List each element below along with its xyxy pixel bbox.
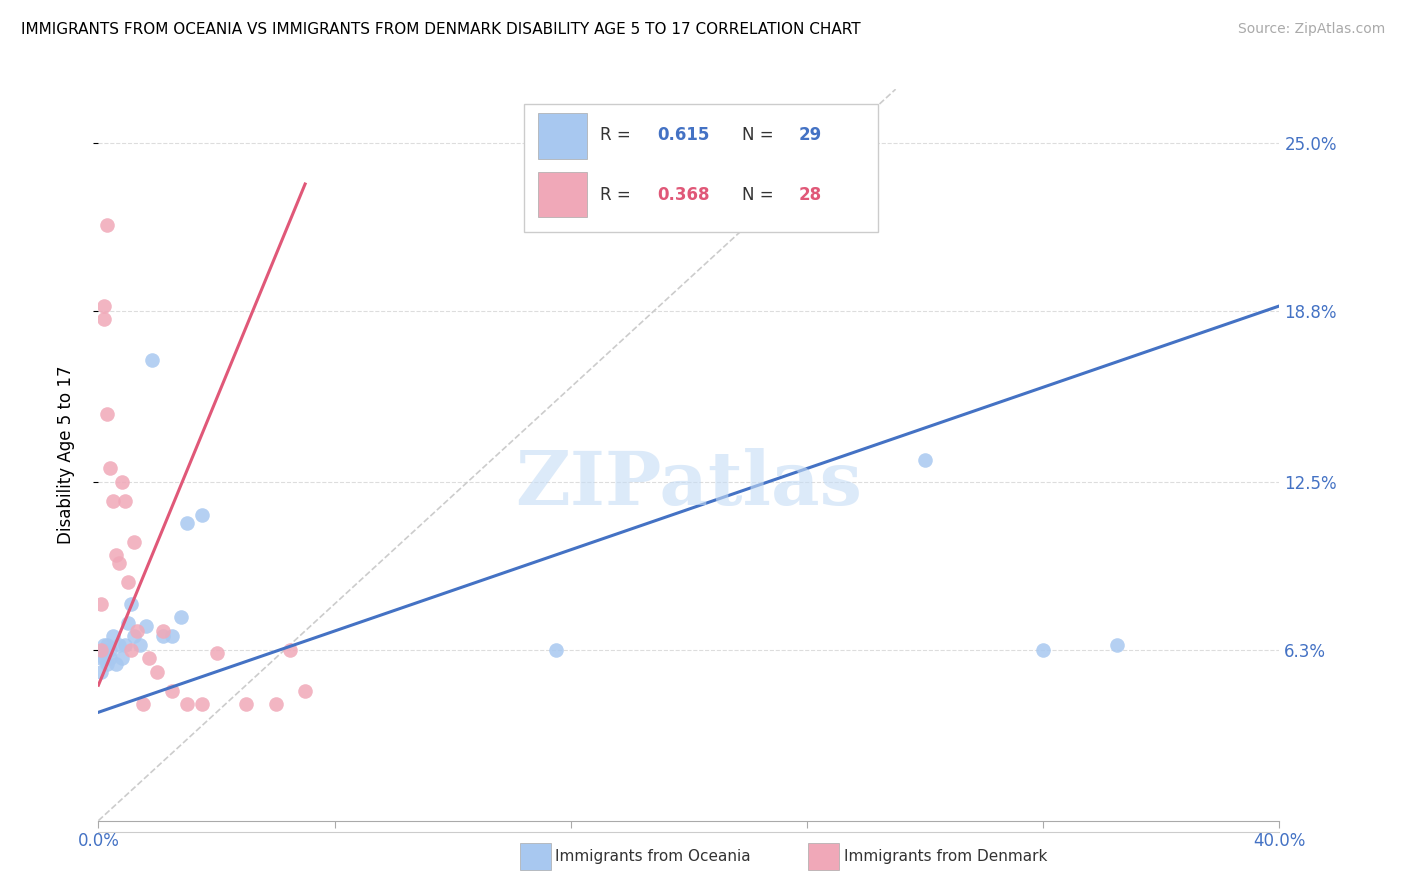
Point: [98, 461, 121, 475]
Point: [914, 453, 936, 467]
Text: 0.368: 0.368: [657, 186, 710, 204]
Point: [96, 218, 118, 232]
Text: N =: N =: [742, 126, 779, 144]
Point: [117, 575, 139, 590]
Point: [105, 548, 128, 562]
Point: [108, 556, 131, 570]
Point: [93, 651, 115, 665]
Point: [120, 643, 142, 657]
Text: Source: ZipAtlas.com: Source: ZipAtlas.com: [1237, 22, 1385, 37]
Point: [114, 494, 136, 508]
Text: Immigrants from Denmark: Immigrants from Denmark: [844, 849, 1047, 863]
Point: [111, 651, 134, 665]
Point: [96, 657, 118, 671]
Point: [138, 651, 160, 665]
Point: [93, 638, 115, 652]
Point: [122, 629, 145, 643]
Point: [264, 697, 287, 711]
Point: [103, 629, 125, 643]
Text: R =: R =: [600, 126, 637, 144]
Point: [122, 534, 145, 549]
Point: [90, 651, 112, 665]
Point: [294, 683, 316, 698]
Point: [162, 629, 183, 643]
Text: IMMIGRANTS FROM OCEANIA VS IMMIGRANTS FROM DENMARK DISABILITY AGE 5 TO 17 CORREL: IMMIGRANTS FROM OCEANIA VS IMMIGRANTS FR…: [21, 22, 860, 37]
Point: [1105, 638, 1128, 652]
Point: [152, 629, 174, 643]
Point: [205, 646, 228, 660]
Point: [103, 494, 125, 508]
Point: [546, 643, 568, 657]
Point: [114, 638, 136, 652]
Point: [146, 665, 169, 679]
FancyBboxPatch shape: [523, 103, 877, 232]
Point: [90, 597, 112, 611]
Point: [132, 697, 155, 711]
Point: [135, 618, 157, 632]
Text: Immigrants from Oceania: Immigrants from Oceania: [555, 849, 751, 863]
Point: [90, 643, 112, 657]
Point: [235, 697, 257, 711]
Point: [93, 299, 115, 313]
FancyBboxPatch shape: [537, 172, 588, 218]
Point: [98, 651, 121, 665]
Point: [105, 657, 128, 671]
Text: 0.615: 0.615: [657, 126, 710, 144]
Point: [93, 312, 115, 326]
Point: [191, 508, 214, 522]
Point: [96, 407, 118, 421]
Point: [170, 610, 193, 624]
Point: [98, 643, 121, 657]
Y-axis label: Disability Age 5 to 17: Disability Age 5 to 17: [56, 366, 75, 544]
Text: N =: N =: [742, 186, 779, 204]
Point: [1032, 643, 1054, 657]
Point: [191, 697, 214, 711]
Point: [125, 624, 148, 638]
Point: [128, 638, 150, 652]
Text: R =: R =: [600, 186, 637, 204]
Point: [117, 615, 139, 630]
Point: [120, 597, 142, 611]
Point: [162, 683, 183, 698]
Text: 28: 28: [799, 186, 823, 204]
Point: [278, 643, 302, 657]
Point: [111, 475, 134, 489]
Point: [108, 638, 131, 652]
Text: 29: 29: [799, 126, 823, 144]
Point: [93, 643, 115, 657]
Point: [152, 624, 174, 638]
Point: [90, 665, 112, 679]
FancyBboxPatch shape: [537, 113, 588, 159]
Point: [96, 638, 118, 652]
Point: [141, 353, 163, 368]
Text: ZIPatlas: ZIPatlas: [516, 448, 862, 521]
Point: [176, 697, 198, 711]
Point: [176, 516, 198, 530]
